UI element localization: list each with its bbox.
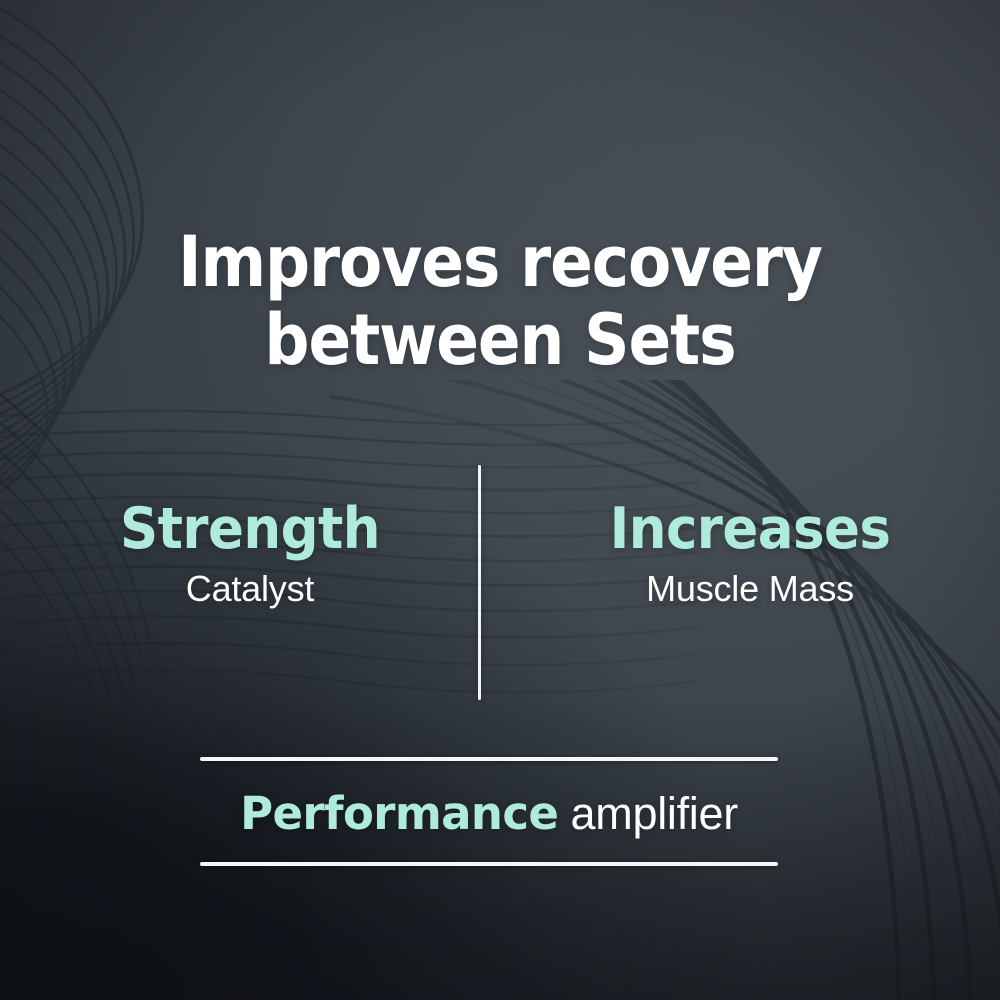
benefit-title: Increases [609, 496, 891, 562]
headline: Improves recovery between Sets [50, 223, 950, 379]
column-divider [478, 465, 481, 700]
footer-rule-bottom [200, 862, 778, 866]
footer-banner: Performance amplifier [200, 757, 778, 866]
benefit-subtitle: Catalyst [185, 568, 315, 609]
headline-line-2: between Sets [264, 298, 736, 381]
footer-rule-top [200, 757, 778, 761]
benefit-column-strength: Strength Catalyst [0, 498, 500, 610]
footer-text: Performance amplifier [200, 761, 778, 862]
footer-plain-word: amplifier [558, 788, 739, 839]
headline-line-1: Improves recovery [178, 220, 823, 303]
benefit-column-muscle-mass: Increases Muscle Mass [500, 498, 1000, 610]
footer-accent-word: Performance [240, 787, 559, 840]
benefit-subtitle: Muscle Mass [646, 568, 854, 609]
benefit-columns: Strength Catalyst Increases Muscle Mass [0, 498, 1000, 610]
benefit-title: Strength [120, 496, 380, 562]
